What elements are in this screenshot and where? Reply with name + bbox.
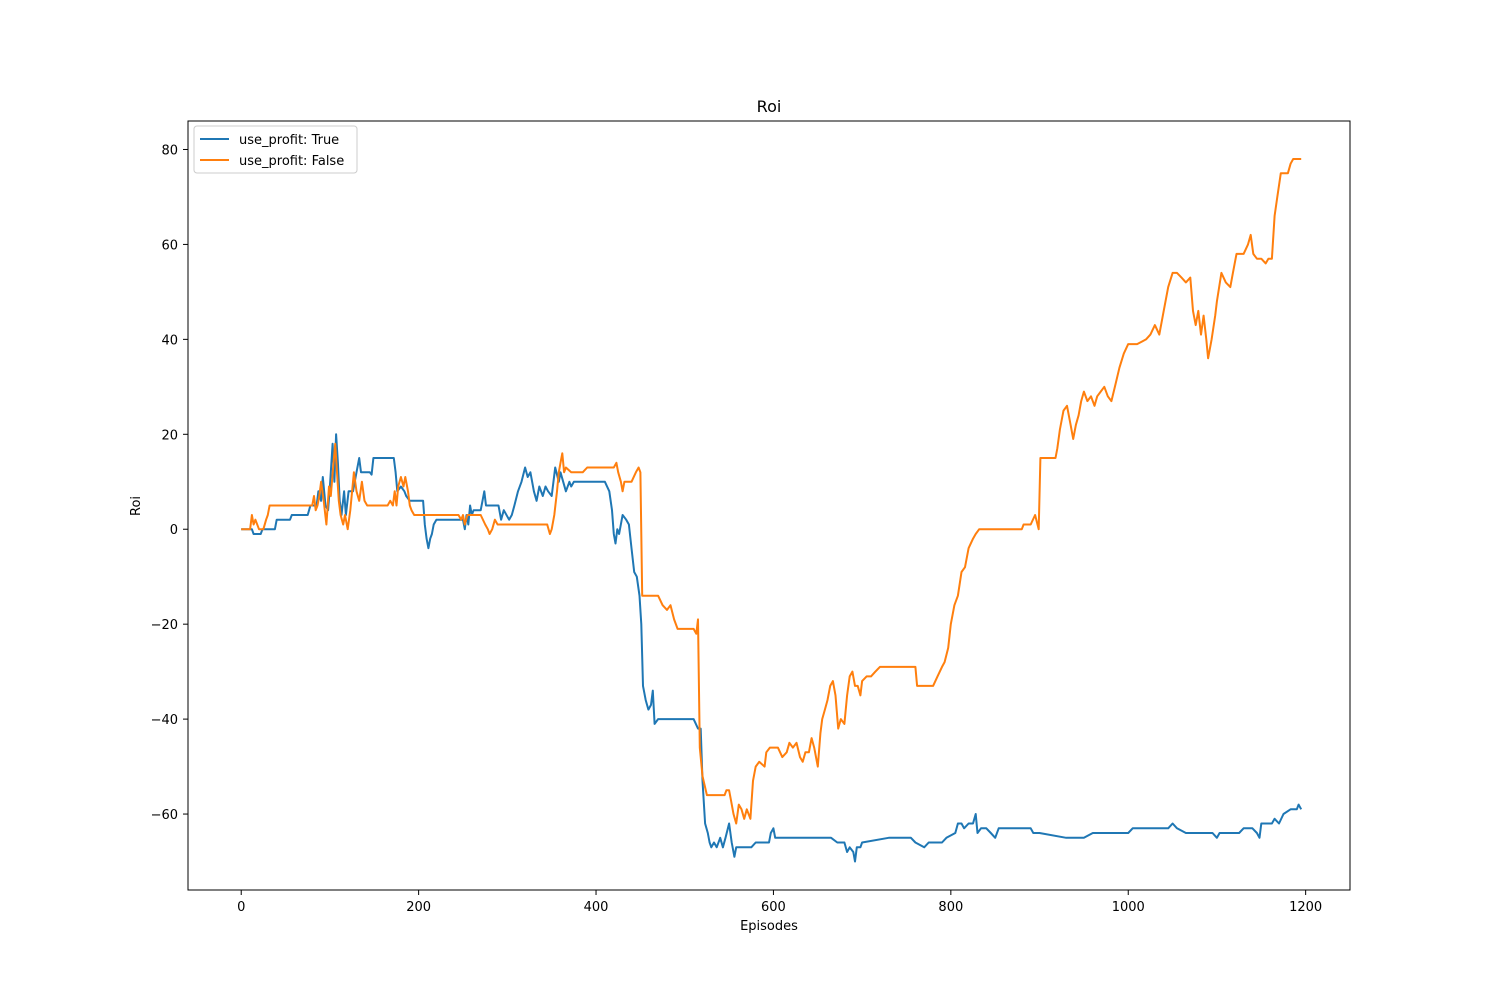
y-tick-label: −20 xyxy=(151,618,178,633)
x-tick-label: 400 xyxy=(584,900,609,915)
x-tick-label: 800 xyxy=(938,900,963,915)
plot-area xyxy=(241,158,1303,863)
legend-label-true: use_profit: True xyxy=(239,133,339,148)
x-tick-label: 200 xyxy=(406,900,431,915)
x-tick-label: 1000 xyxy=(1112,900,1145,915)
series-line-use-profit-false xyxy=(241,158,1302,825)
x-axis-label: Episodes xyxy=(740,919,798,934)
x-tick-label: 0 xyxy=(237,900,245,915)
y-axis: −60 −40 −20 0 20 40 60 80 xyxy=(151,143,188,823)
x-tick-label: 1200 xyxy=(1289,900,1322,915)
y-tick-label: −40 xyxy=(151,713,178,728)
legend-label-false: use_profit: False xyxy=(239,154,344,169)
y-tick-label: −60 xyxy=(151,808,178,823)
y-tick-label: 60 xyxy=(161,238,178,253)
legend: use_profit: True use_profit: False xyxy=(193,125,358,174)
chart-title: Roi xyxy=(757,97,782,116)
y-axis-label: Roi xyxy=(129,496,144,516)
axes-frame xyxy=(187,120,1351,891)
y-tick-label: 40 xyxy=(161,333,178,348)
y-tick-label: 20 xyxy=(161,428,178,443)
x-axis: 0 200 400 600 800 1000 1200 xyxy=(237,890,1322,915)
y-tick-label: 0 xyxy=(170,523,178,538)
x-tick-label: 600 xyxy=(761,900,786,915)
legend-box xyxy=(193,125,358,174)
series-line-use-profit-true xyxy=(241,433,1303,863)
y-tick-label: 80 xyxy=(161,143,178,158)
